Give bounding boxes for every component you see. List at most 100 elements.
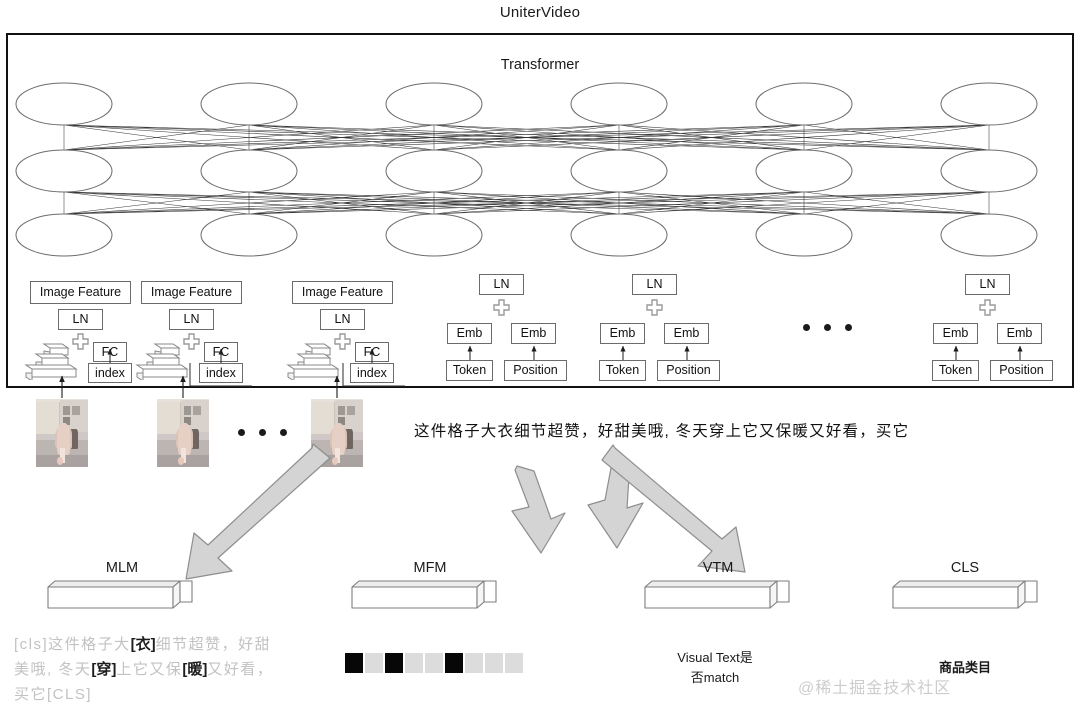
transformer-edge — [248, 124, 990, 151]
emb-box-position-3: Emb — [997, 323, 1042, 344]
ln-box-text-2: LN — [632, 274, 677, 295]
plus-icon-text-3 — [979, 299, 996, 316]
transformer-node — [940, 82, 1038, 126]
transformer-edge — [248, 191, 990, 215]
task-bar-mlm — [47, 580, 193, 609]
transformer-node — [570, 213, 668, 257]
plus-icon-visual-3 — [334, 333, 351, 350]
ln-box-text-1: LN — [479, 274, 524, 295]
text-branch-ellipsis — [803, 324, 852, 331]
mlm-mask-2: [穿] — [91, 661, 117, 678]
task-bar-mfm — [351, 580, 497, 609]
transformer-node — [385, 213, 483, 257]
transformer-node — [940, 213, 1038, 257]
mfm-mask-cell-1 — [344, 652, 364, 674]
vtm-caption: Visual Text是 否match — [655, 648, 775, 688]
position-box-2: Position — [657, 360, 720, 381]
transformer-edge — [803, 124, 990, 151]
mlm-text-3: 上它又保 — [116, 661, 183, 678]
cls-caption: 商品类目 — [938, 660, 991, 675]
vtm-caption-line2: 否match — [690, 670, 740, 685]
index-box-2: index — [199, 363, 243, 383]
transformer-label: Transformer — [500, 57, 580, 73]
token-box-2: Token — [599, 360, 646, 381]
mlm-mask-3: [暖] — [182, 661, 208, 678]
transformer-node — [15, 82, 113, 126]
emb-box-position-2: Emb — [664, 323, 709, 344]
video-frame-1 — [36, 399, 88, 467]
transformer-node — [570, 149, 668, 193]
task-label-mlm: MLM — [105, 560, 139, 576]
ln-box-visual-2: LN — [169, 309, 214, 330]
mfm-mask-cell-7 — [464, 652, 484, 674]
mlm-text-4: 又好看，买它[CLS] — [14, 661, 274, 703]
video-frame-2 — [157, 399, 209, 467]
transformer-edge — [433, 191, 990, 215]
transformer-edge — [433, 124, 990, 151]
arrow-to-mlm — [185, 443, 331, 580]
task-label-mfm: MFM — [413, 560, 447, 576]
position-box-1: Position — [504, 360, 567, 381]
transformer-edge — [803, 191, 990, 215]
mfm-mask-cell-2 — [364, 652, 384, 674]
transformer-node — [570, 82, 668, 126]
ln-box-text-3: LN — [965, 274, 1010, 295]
plus-icon-text-1 — [493, 299, 510, 316]
transformer-node — [15, 149, 113, 193]
mlm-output-text: [cls]这件格子大[衣]细节超赞，好甜美哦, 冬天[穿]上它又保[暖]又好看，… — [14, 632, 286, 707]
transformer-node — [940, 149, 1038, 193]
stacked-layers-icon-2 — [133, 340, 197, 382]
mfm-mask-cell-5 — [424, 652, 444, 674]
transformer-edge — [63, 124, 805, 151]
task-label-vtm: VTM — [702, 560, 734, 576]
emb-box-token-2: Emb — [600, 323, 645, 344]
mlm-text-prefix: [cls]这件格子大 — [14, 636, 131, 653]
mfm-mask-cell-9 — [504, 652, 524, 674]
video-frames-ellipsis — [238, 429, 287, 436]
transformer-edge — [618, 124, 990, 151]
mlm-mask-1: [衣] — [130, 636, 156, 653]
mfm-output-mask-grid — [344, 652, 524, 674]
transformer-node — [385, 82, 483, 126]
emb-box-position-1: Emb — [511, 323, 556, 344]
transformer-node — [755, 149, 853, 193]
position-box-3: Position — [990, 360, 1053, 381]
ln-box-visual-3: LN — [320, 309, 365, 330]
emb-box-token-3: Emb — [933, 323, 978, 344]
stacked-layers-icon-1 — [22, 340, 86, 382]
transformer-edge — [618, 191, 990, 215]
index-box-1: index — [88, 363, 132, 383]
mfm-mask-cell-8 — [484, 652, 504, 674]
transformer-edge — [63, 124, 435, 151]
emb-box-token-1: Emb — [447, 323, 492, 344]
plus-icon-text-2 — [646, 299, 663, 316]
transformer-node — [15, 213, 113, 257]
arrow-to-mfm — [511, 465, 566, 554]
image-feature-box-2: Image Feature — [141, 281, 242, 304]
mfm-mask-cell-4 — [404, 652, 424, 674]
watermark: @稀土掘金技术社区 — [798, 680, 952, 697]
task-label-cls: CLS — [950, 560, 980, 576]
plus-icon-visual-2 — [183, 333, 200, 350]
transformer-edge — [63, 191, 620, 215]
token-box-1: Token — [446, 360, 493, 381]
arrow-to-cls — [601, 444, 746, 573]
transformer-node — [200, 82, 298, 126]
transformer-edge — [63, 191, 435, 215]
page-title: UniterVideo — [499, 4, 581, 21]
transformer-node — [385, 149, 483, 193]
image-feature-box-3: Image Feature — [292, 281, 393, 304]
token-box-3: Token — [932, 360, 979, 381]
transformer-edge — [63, 124, 620, 151]
transformer-edge — [63, 191, 805, 215]
input-sentence: 这件格子大衣细节超赞，好甜美哦, 冬天穿上它又保暖又好看，买它 — [414, 423, 910, 440]
transformer-edge — [63, 191, 990, 215]
index-box-3: index — [350, 363, 394, 383]
transformer-node — [755, 82, 853, 126]
transformer-node — [755, 213, 853, 257]
